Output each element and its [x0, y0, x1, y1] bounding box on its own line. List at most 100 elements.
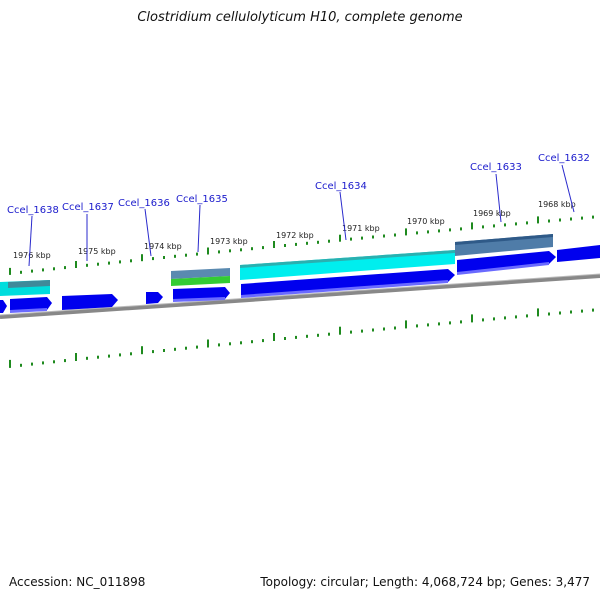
- major-tick: [141, 254, 143, 262]
- minor-tick: [152, 350, 154, 354]
- minor-tick: [108, 261, 110, 265]
- minor-tick: [482, 318, 484, 322]
- gene-label[interactable]: Ccel_1635: [176, 194, 228, 205]
- minor-tick: [251, 340, 253, 344]
- ruler-label: 1973 kbp: [210, 237, 248, 246]
- minor-tick: [53, 267, 55, 271]
- feature-steel-1635: [171, 268, 230, 279]
- ruler-label: 1975 kbp: [78, 247, 116, 256]
- gene-arrow-shade: [10, 308, 47, 313]
- gene-label[interactable]: Ccel_1634: [315, 181, 367, 192]
- minor-tick: [97, 355, 99, 359]
- minor-tick: [218, 343, 220, 347]
- ruler-label: 1976 kbp: [13, 251, 51, 260]
- major-tick: [9, 267, 11, 275]
- gene-label[interactable]: Ccel_1638: [7, 205, 59, 216]
- minor-tick: [152, 257, 154, 261]
- major-tick: [471, 314, 473, 323]
- gene-arrow[interactable]: [241, 269, 455, 297]
- gene-label[interactable]: Ccel_1636: [118, 198, 170, 209]
- minor-tick: [570, 217, 572, 221]
- gene-arrow[interactable]: [62, 294, 118, 310]
- minor-tick: [284, 337, 286, 340]
- minor-tick: [31, 269, 33, 273]
- minor-tick: [427, 230, 429, 234]
- ruler-label: 1968 kbp: [538, 200, 576, 209]
- major-tick: [537, 308, 539, 317]
- minor-tick: [42, 361, 44, 365]
- major-tick: [537, 216, 539, 224]
- gene-callouts: [28, 164, 575, 267]
- minor-tick: [163, 256, 165, 259]
- minor-tick: [548, 219, 550, 223]
- gene-label[interactable]: Ccel_1637: [62, 202, 114, 213]
- gene-arrow-shade: [457, 262, 549, 275]
- gene-arrow[interactable]: [0, 300, 7, 313]
- minor-tick: [240, 341, 242, 345]
- minor-tick: [350, 237, 352, 241]
- ruler-label: 1971 kbp: [342, 224, 380, 233]
- minor-tick: [317, 333, 319, 337]
- minor-tick: [119, 353, 121, 357]
- gene-arrow[interactable]: [146, 292, 163, 304]
- minor-tick: [31, 362, 33, 366]
- lower-tick-track: [9, 308, 594, 368]
- gene-arrow[interactable]: [457, 251, 556, 274]
- minor-tick: [526, 221, 528, 225]
- gene-arrow[interactable]: [10, 297, 52, 312]
- gene-label[interactable]: Ccel_1633: [470, 162, 522, 173]
- gene-arrow[interactable]: [557, 245, 600, 262]
- minor-tick: [229, 249, 231, 253]
- major-tick: [75, 261, 77, 268]
- minor-tick: [295, 242, 297, 246]
- minor-tick: [449, 228, 451, 232]
- minor-tick: [262, 339, 264, 343]
- minor-tick: [526, 314, 528, 318]
- minor-tick: [229, 342, 231, 346]
- feature-track-upper: [0, 234, 553, 296]
- major-tick: [207, 339, 209, 348]
- major-tick: [471, 222, 473, 230]
- feature-green-1635: [171, 276, 230, 286]
- minor-tick: [328, 332, 330, 336]
- minor-tick: [64, 359, 66, 363]
- minor-tick: [185, 346, 187, 350]
- major-tick: [273, 241, 275, 248]
- minor-tick: [20, 270, 22, 274]
- minor-tick: [185, 253, 187, 257]
- upper-tick-track: [9, 215, 594, 275]
- minor-tick: [130, 259, 132, 263]
- minor-tick: [306, 241, 308, 245]
- minor-tick: [394, 233, 396, 237]
- minor-tick: [174, 254, 176, 258]
- minor-tick: [196, 345, 198, 349]
- minor-tick: [548, 312, 550, 316]
- minor-tick: [317, 240, 319, 244]
- minor-tick: [416, 231, 418, 235]
- minor-tick: [372, 235, 374, 239]
- minor-tick: [581, 216, 583, 220]
- feature-steel-left: [8, 280, 50, 288]
- feature-cyan-1634: [240, 250, 455, 280]
- minor-tick: [108, 354, 110, 358]
- minor-tick: [20, 363, 22, 367]
- major-tick: [141, 346, 143, 355]
- minor-tick: [361, 236, 363, 240]
- minor-tick: [493, 317, 495, 321]
- minor-tick: [559, 218, 561, 222]
- minor-tick: [559, 311, 561, 315]
- minor-tick: [427, 323, 429, 327]
- minor-tick: [504, 223, 506, 227]
- gene-label[interactable]: Ccel_1632: [538, 153, 590, 164]
- accession-text: Accession: NC_011898: [9, 575, 146, 589]
- ruler-label: 1970 kbp: [407, 217, 445, 226]
- minor-tick: [163, 349, 165, 352]
- callout-line: [561, 164, 575, 213]
- major-tick: [207, 247, 209, 255]
- backbone-line: [0, 274, 600, 319]
- minor-tick: [262, 246, 264, 250]
- minor-tick: [438, 229, 440, 233]
- minor-tick: [449, 321, 451, 325]
- gene-labels: Ccel_1638 Ccel_1637 Ccel_1636 Ccel_1635 …: [7, 153, 590, 216]
